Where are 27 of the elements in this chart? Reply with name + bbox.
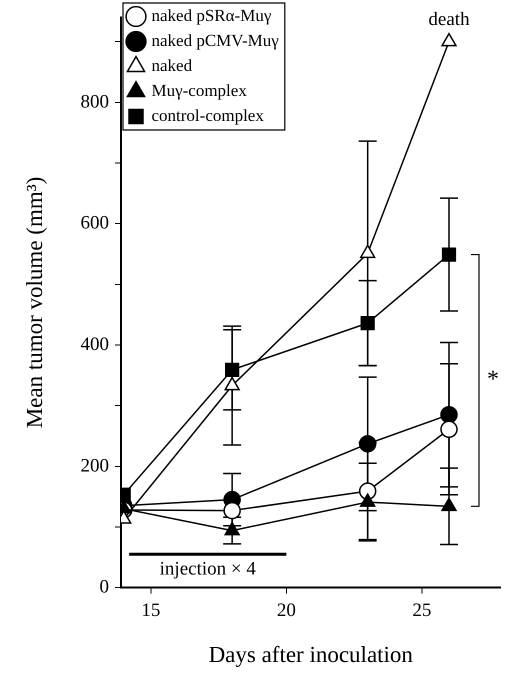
annotation: * bbox=[486, 366, 499, 393]
point bbox=[442, 247, 456, 262]
legend-label: Muγ-complex bbox=[152, 80, 248, 100]
x-tick-label: 20 bbox=[276, 600, 296, 621]
point bbox=[360, 244, 376, 258]
annotation: death bbox=[428, 9, 470, 30]
point bbox=[441, 32, 457, 46]
legend-label: naked pCMV-Muγ bbox=[152, 30, 280, 50]
y-tick-label: 400 bbox=[80, 334, 109, 355]
x-tick-label: 15 bbox=[141, 600, 160, 621]
legend-label: naked bbox=[152, 56, 193, 75]
point bbox=[223, 502, 241, 520]
y-tick-label: 600 bbox=[80, 212, 109, 234]
x-tick-label: 25 bbox=[412, 600, 432, 621]
point bbox=[225, 362, 240, 377]
y-tick-label: 800 bbox=[80, 91, 109, 112]
point bbox=[360, 316, 375, 330]
annotation: injection × 4 bbox=[160, 558, 256, 580]
point bbox=[440, 420, 458, 438]
y-tick-label: 0 bbox=[100, 576, 109, 598]
legend-label: naked pSRα-Muγ bbox=[152, 6, 272, 25]
point bbox=[440, 406, 458, 424]
legend-label: control-complex bbox=[152, 106, 264, 125]
y-tick-label: 200 bbox=[80, 455, 109, 476]
x-axis-title: Days after inoculation bbox=[208, 642, 414, 668]
y-axis-title: Mean tumor volume (mm³) bbox=[22, 176, 47, 428]
point bbox=[358, 435, 376, 453]
